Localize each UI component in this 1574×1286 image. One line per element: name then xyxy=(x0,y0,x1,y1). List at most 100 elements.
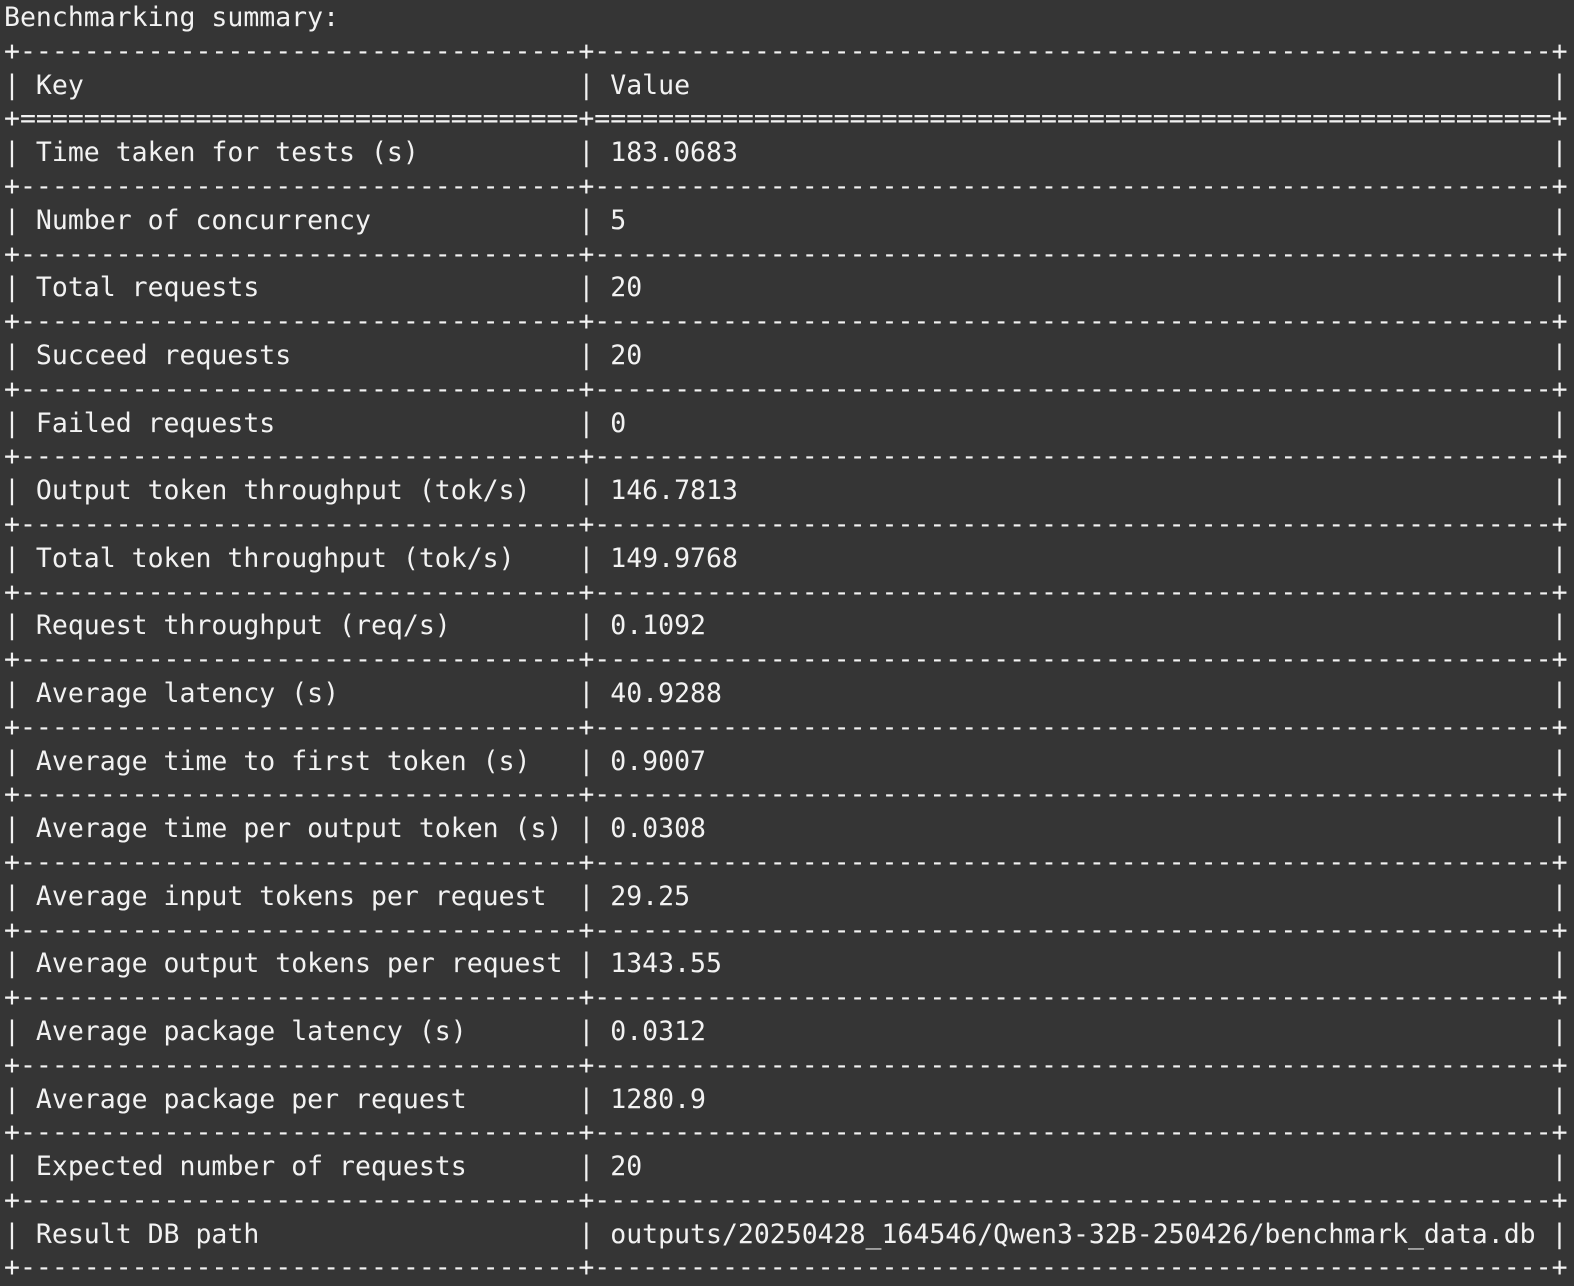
value-cell: 1343.55 xyxy=(594,947,1551,981)
key-text: Output token throughput (tok/s) xyxy=(35,475,531,507)
column-separator: | xyxy=(578,339,595,371)
value-text: 0.1092 xyxy=(610,610,706,642)
key-cell: Number of concurrency xyxy=(20,204,578,238)
key-cell: Average input tokens per request xyxy=(20,880,578,914)
table-row: | Total token throughput (tok/s) | 149.97… xyxy=(4,542,1568,576)
key-cell: Average latency (s) xyxy=(20,677,578,711)
table-row: | Expected number of requests | 20 | xyxy=(4,1150,1568,1184)
key-text: Succeed requests xyxy=(35,339,292,371)
column-separator: | xyxy=(4,745,20,777)
value-text: 20 xyxy=(610,339,643,371)
column-separator: | xyxy=(578,813,595,845)
column-separator: | xyxy=(1551,204,1568,236)
column-separator: | xyxy=(578,745,595,777)
key-text: Average package per request xyxy=(35,1083,467,1115)
column-separator: | xyxy=(4,542,20,574)
value-text: 0.9007 xyxy=(610,745,706,777)
table-row: | Average package latency (s) | 0.0312 | xyxy=(4,1015,1568,1049)
column-separator: | xyxy=(578,69,595,101)
column-separator: | xyxy=(1551,475,1568,507)
key-cell: Average time to first token (s) xyxy=(20,745,578,779)
column-separator: | xyxy=(1551,1218,1568,1250)
table-row-border: +-----------------------------------+---… xyxy=(4,644,1568,676)
column-separator: | xyxy=(4,407,20,439)
value-cell: 0.0308 xyxy=(594,812,1551,846)
table-row: | Request throughput (req/s) | 0.1092 | xyxy=(4,609,1568,643)
terminal-output: Benchmarking summary: +-----------------… xyxy=(4,1,1568,1285)
key-cell: Result DB path xyxy=(20,1218,578,1252)
value-text: 149.9768 xyxy=(610,542,738,574)
key-text: Total requests xyxy=(35,272,260,304)
column-separator: | xyxy=(578,204,595,236)
value-text: 20 xyxy=(610,272,643,304)
table-row-border: +-----------------------------------+---… xyxy=(4,1184,1568,1216)
value-cell: 0.9007 xyxy=(594,745,1551,779)
column-separator: | xyxy=(4,1083,20,1115)
column-separator: | xyxy=(1551,745,1568,777)
value-text: 29.25 xyxy=(610,880,691,912)
column-separator: | xyxy=(4,339,20,371)
value-text: 0.0308 xyxy=(610,813,706,845)
table-row: | Failed requests | 0 | xyxy=(4,407,1568,441)
table-header-separator: +===================================+===… xyxy=(4,103,1568,135)
value-cell: 20 xyxy=(594,1150,1551,1184)
key-cell: Average output tokens per request xyxy=(20,947,578,981)
value-text: 0.0312 xyxy=(610,1015,706,1047)
column-separator: | xyxy=(4,880,20,912)
value-text: outputs/20250428_164546/Qwen3-32B-250426… xyxy=(610,1218,1536,1250)
column-separator: | xyxy=(1551,69,1568,101)
key-text: Request throughput (req/s) xyxy=(35,610,451,642)
value-cell: 20 xyxy=(594,339,1551,373)
key-cell: Key xyxy=(20,69,578,103)
column-separator: | xyxy=(1551,610,1568,642)
key-text: Average package latency (s) xyxy=(35,1015,467,1047)
table-row: | Time taken for tests (s) | 183.0683 | xyxy=(4,136,1568,170)
table-row: | Result DB path | outputs/20250428_16454… xyxy=(4,1218,1568,1252)
value-text: 183.0683 xyxy=(610,137,738,169)
column-separator: | xyxy=(4,813,20,845)
column-separator: | xyxy=(1551,137,1568,169)
key-cell: Expected number of requests xyxy=(20,1150,578,1184)
column-separator: | xyxy=(578,880,595,912)
column-separator: | xyxy=(4,69,20,101)
key-cell: Output token throughput (tok/s) xyxy=(20,474,578,508)
summary-table: +-----------------------------------+---… xyxy=(4,35,1568,1285)
key-cell: Total token throughput (tok/s) xyxy=(20,542,578,576)
value-cell: Value xyxy=(594,69,1551,103)
column-separator: | xyxy=(578,542,595,574)
value-cell: 0.1092 xyxy=(594,609,1551,643)
column-separator: | xyxy=(1551,813,1568,845)
value-cell: outputs/20250428_164546/Qwen3-32B-250426… xyxy=(594,1218,1551,1252)
table-row-border: +-----------------------------------+---… xyxy=(4,1117,1568,1149)
table-row-border: +-----------------------------------+---… xyxy=(4,914,1568,946)
table-row-border: +-----------------------------------+---… xyxy=(4,508,1568,540)
value-text: Value xyxy=(610,69,691,101)
value-cell: 5 xyxy=(594,204,1551,238)
key-text: Key xyxy=(35,69,84,101)
value-text: 0 xyxy=(610,407,627,439)
value-cell: 0.0312 xyxy=(594,1015,1551,1049)
key-cell: Request throughput (req/s) xyxy=(20,609,578,643)
key-text: Expected number of requests xyxy=(35,1151,467,1183)
value-cell: 20 xyxy=(594,271,1551,305)
column-separator: | xyxy=(578,1015,595,1047)
table-row-border: +-----------------------------------+---… xyxy=(4,1049,1568,1081)
column-separator: | xyxy=(1551,407,1568,439)
column-separator: | xyxy=(4,1151,20,1183)
summary-title: Benchmarking summary: xyxy=(4,2,340,33)
value-cell: 40.9288 xyxy=(594,677,1551,711)
table-row-border: +-----------------------------------+---… xyxy=(4,982,1568,1014)
column-separator: | xyxy=(1551,1083,1568,1115)
table-row: | Average time to first token (s) | 0.900… xyxy=(4,745,1568,779)
table-row: | Number of concurrency | 5 | xyxy=(4,204,1568,238)
table-border-top: +-----------------------------------+---… xyxy=(4,35,1568,67)
key-text: Average time per output token (s) xyxy=(35,813,563,845)
value-text: 1343.55 xyxy=(610,948,722,980)
column-separator: | xyxy=(578,475,595,507)
key-cell: Average time per output token (s) xyxy=(20,812,578,846)
table-row-border: +-----------------------------------+---… xyxy=(4,779,1568,811)
table-row-border: +-----------------------------------+---… xyxy=(4,441,1568,473)
column-separator: | xyxy=(4,137,20,169)
value-cell: 149.9768 xyxy=(594,542,1551,576)
column-separator: | xyxy=(4,1015,20,1047)
